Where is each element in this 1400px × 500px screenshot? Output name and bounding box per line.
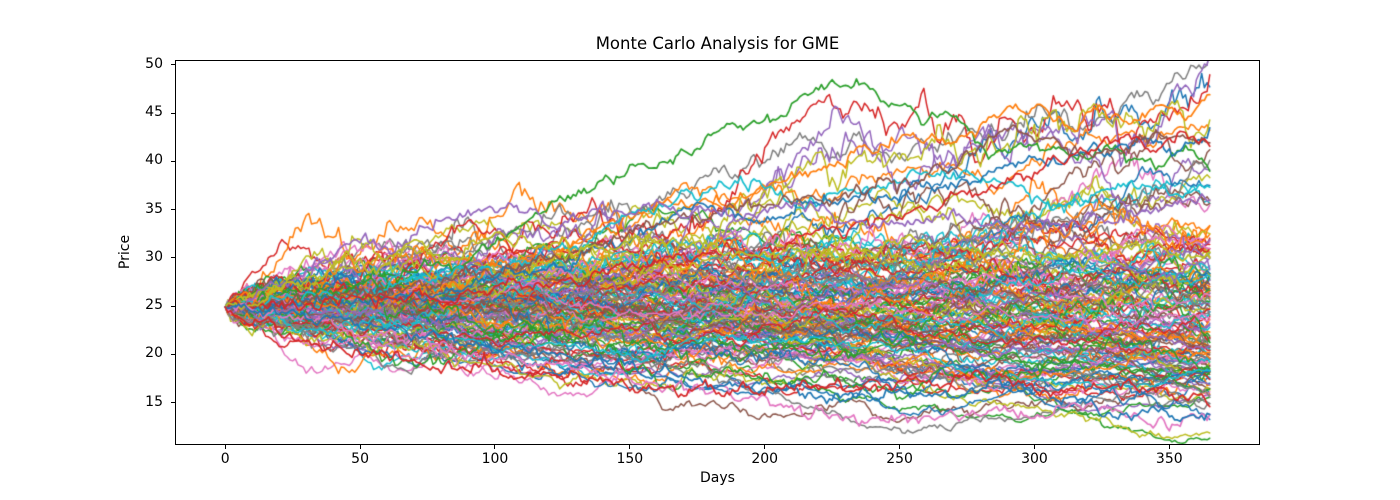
- y-tick-label: 40: [145, 152, 163, 169]
- x-tick-label: 0: [220, 451, 230, 467]
- x-tick-label: 250: [886, 451, 913, 467]
- x-tick-label: 200: [751, 451, 779, 467]
- x-tick-mark: [629, 445, 631, 449]
- x-tick-mark: [359, 445, 361, 449]
- y-tick-label: 35: [145, 200, 163, 217]
- y-tick-mark: [171, 353, 175, 355]
- x-tick-label: 350: [1155, 451, 1183, 467]
- y-tick-mark: [171, 209, 175, 211]
- y-tick-label: 50: [145, 55, 163, 72]
- y-tick-label: 15: [145, 393, 163, 410]
- y-tick-mark: [171, 305, 175, 307]
- x-axis-label: Days: [700, 470, 735, 486]
- x-tick-label: 150: [616, 451, 644, 467]
- x-tick-mark: [899, 445, 901, 449]
- x-tick-mark: [1033, 445, 1035, 449]
- y-tick-mark: [171, 402, 175, 404]
- y-tick-mark: [171, 64, 175, 66]
- y-tick-label: 30: [145, 248, 163, 265]
- x-tick-mark: [1168, 445, 1170, 449]
- x-tick-mark: [224, 445, 226, 449]
- x-tick-mark: [494, 445, 496, 449]
- y-tick-mark: [171, 160, 175, 162]
- x-tick-label: 50: [351, 451, 370, 467]
- x-tick-label: 100: [481, 451, 509, 467]
- x-tick-label: 300: [1021, 451, 1048, 467]
- y-tick-label: 45: [145, 104, 163, 121]
- y-tick-label: 20: [145, 345, 163, 362]
- y-tick-mark: [171, 257, 175, 259]
- simulation-paths-canvas: [176, 61, 1259, 444]
- chart-title: Monte Carlo Analysis for GME: [595, 34, 840, 53]
- plot-area: [175, 60, 1260, 445]
- y-tick-mark: [171, 112, 175, 114]
- y-tick-label: 25: [145, 297, 163, 314]
- x-tick-mark: [764, 445, 766, 449]
